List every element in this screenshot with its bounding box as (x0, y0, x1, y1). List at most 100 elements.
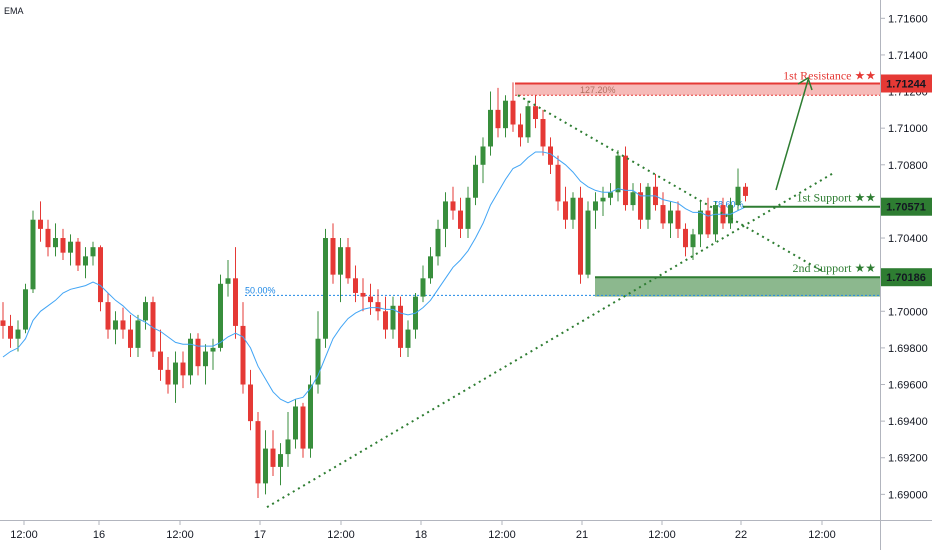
candle-body (660, 205, 666, 224)
candle-body (68, 241, 73, 253)
candle-body (23, 289, 28, 330)
x-tick-label: 12:00 (648, 529, 676, 541)
resistance-price-tag-box (881, 74, 932, 93)
candle-body (563, 201, 568, 220)
support2-price-tag-text: 1.70186 (886, 272, 926, 284)
candle-body (120, 320, 126, 330)
candle-body (675, 210, 681, 229)
candle-body (128, 329, 133, 348)
candle-body (398, 305, 403, 348)
candle-body (158, 351, 163, 370)
candle-body (8, 325, 13, 339)
candle-body (713, 205, 718, 235)
candle-body (278, 454, 283, 467)
candle-body (645, 186, 651, 220)
candle-body (450, 201, 456, 211)
resistance-price-tag-text: 1.71244 (886, 78, 927, 90)
candle-body (608, 192, 613, 198)
candle-body (488, 109, 493, 147)
candle-body (0, 320, 6, 326)
candle-body (203, 351, 208, 367)
candle-body (525, 106, 531, 138)
y-tick-label: 1.69800 (888, 343, 928, 355)
candle-body (330, 238, 336, 275)
candle-body (60, 238, 66, 253)
candle-body (465, 197, 471, 229)
candle-body (458, 210, 463, 229)
candle-body (255, 421, 261, 484)
candle-body (383, 311, 388, 330)
projection-arrow-shaft (775, 79, 809, 191)
second-support-label: 2nd Support ★★ (792, 261, 876, 275)
candle-body (135, 320, 141, 348)
candle-body (165, 369, 171, 385)
y-tick-label: 1.71400 (888, 50, 928, 62)
x-tick-label: 21 (576, 529, 588, 541)
candle-body (668, 210, 673, 224)
fib-127-label: 127.20% (580, 85, 616, 95)
candle-body (578, 197, 583, 275)
candle-body (30, 219, 36, 290)
candle-body (570, 197, 576, 220)
candle-body (600, 197, 606, 202)
candle-body (345, 247, 351, 279)
candle-body (38, 219, 43, 229)
candle-body (585, 210, 591, 275)
candle-body (293, 406, 298, 440)
candle-body (428, 256, 433, 279)
candle-body (180, 362, 186, 376)
candle-body (690, 234, 696, 248)
candle-body (210, 347, 216, 352)
x-tick-label: 12:00 (808, 529, 836, 541)
candles-layer (0, 82, 748, 499)
candle-body (473, 164, 478, 198)
fibonacci-layer: 50.00% 127.20% 78.60% (245, 85, 880, 296)
fib-50-label: 50.00% (245, 285, 276, 295)
candle-body (353, 278, 358, 293)
x-tick-label: 12:00 (327, 529, 355, 541)
y-tick-label: 1.69200 (888, 453, 928, 465)
candle-body (83, 256, 88, 266)
candle-body (98, 247, 103, 303)
time-axis[interactable]: 12:00 16 12:00 17 12:00 18 12:00 21 12:00 22 12:00 (10, 520, 836, 541)
candle-body (705, 210, 711, 235)
candle-body (540, 119, 546, 147)
candle-body (285, 439, 291, 455)
support1-price-tag-text: 1.70571 (886, 202, 926, 214)
resistance-price-tag: 1.71244 (881, 74, 932, 93)
x-tick-label: 12:00 (10, 529, 38, 541)
candle-body (368, 296, 373, 303)
candle-body (53, 238, 58, 248)
candle-body (45, 228, 51, 248)
candle-body (195, 338, 201, 367)
candle-body (315, 338, 321, 385)
x-tick-label: 17 (254, 529, 266, 541)
candle-body (510, 100, 516, 125)
candle-body (90, 247, 96, 257)
candle-body (240, 325, 246, 385)
first-support-label: 1st Support ★★ (796, 191, 876, 205)
candle-body (638, 192, 643, 220)
candle-body (75, 241, 81, 266)
candle-body (173, 362, 178, 385)
candle-body (360, 292, 366, 297)
candle-body (150, 302, 156, 352)
candle-body (323, 238, 328, 339)
candle-body (300, 406, 306, 449)
y-tick-label: 1.71000 (888, 123, 928, 135)
candle-body (503, 100, 508, 129)
y-tick-label: 1.69400 (888, 416, 928, 428)
support2-price-tag: 1.70186 (881, 268, 932, 287)
candle-body (105, 302, 111, 330)
descending-trendline (517, 94, 823, 272)
y-tick-label: 1.70000 (888, 306, 928, 318)
candle-body (188, 338, 193, 376)
plot-area[interactable] (0, 0, 880, 520)
candle-body (248, 384, 253, 422)
candle-body (338, 247, 343, 275)
candle-body (735, 186, 741, 206)
candle-body (225, 278, 231, 284)
first-resistance-label: 1st Resistance ★★ (783, 68, 876, 82)
